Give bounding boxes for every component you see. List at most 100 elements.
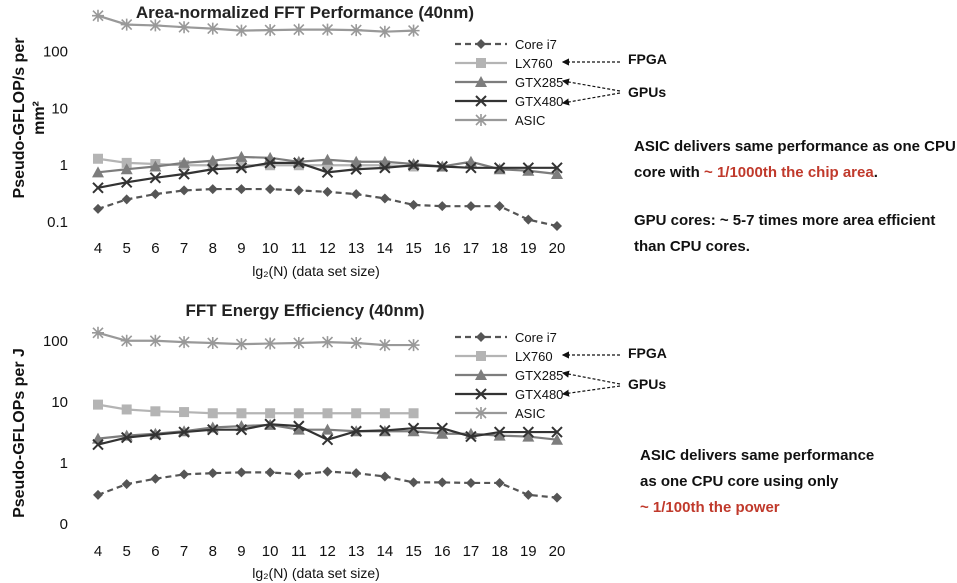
gpu-area-note-line1: GPU cores: ~ 5-7 times more area efficie… [634,212,935,229]
chart1-point-asic [321,23,334,36]
chart2-point-lx760 [150,406,161,417]
chart2-point-gtx285 [493,429,506,441]
chart1-point-gtx285 [178,156,191,168]
chart1-point-core-i7 [150,189,161,200]
chart2-x-tick-label: 5 [123,543,131,560]
gpus-arrow-top-2 [561,92,621,106]
chart2-point-asic [407,339,420,352]
chart1-point-gtx480 [551,162,563,174]
asic-power-note-highlight: ~ 1/100th the power [640,499,780,516]
gpus-arrow-bottom-2 [561,385,621,397]
chart2-x-tick-label: 7 [180,543,188,560]
chart1-point-asic [235,24,248,37]
chart1-point-lx760 [121,157,132,168]
chart2-legend-item-core-i7: Core i7 [455,330,557,345]
chart2-x-tick-label: 14 [377,543,394,560]
chart1-point-gtx480 [92,182,104,194]
chart2-point-gtx480 [293,420,305,432]
chart2-point-asic [350,336,363,349]
chart2-series-core-i7 [93,466,562,503]
chart2-point-lx760 [236,408,247,419]
chart1-point-asic [92,9,104,22]
chart2-point-gtx480 [465,430,477,443]
chart1-x-tick-label: 18 [491,240,508,257]
chart1-x-tick-label: 4 [94,240,102,257]
chart1-y-label-line2: mm² [31,101,48,135]
chart2-point-core-i7 [408,477,419,488]
chart2-point-gtx480 [207,423,219,436]
chart1-point-asic [264,24,277,37]
chart1-point-asic [120,18,133,31]
chart1-legend-label-gtx480: GTX480 [515,94,563,109]
chart2-legend-item-asic: ASIC [455,406,545,421]
chart1-point-gtx480 [149,172,162,184]
chart2-line-lx760 [97,403,414,415]
chart2-point-asic [235,338,248,351]
chart1-point-gtx480 [264,157,276,169]
chart2-series-lx760 [93,399,419,419]
chart2-point-gtx480 [551,426,563,438]
chart2-point-gtx285 [522,430,535,442]
chart1-x-tick-label: 10 [262,240,279,257]
chart1-point-gtx480 [379,162,391,174]
chart2-point-gtx480 [178,426,190,438]
chart2-point-gtx480 [379,424,391,437]
chart1-x-tick-label: 12 [319,240,336,257]
chart2-point-asic [149,334,162,347]
chart2-y-label: Pseudo-GFLOPs per J [11,348,28,518]
chart2-point-asic [264,337,277,350]
chart2-point-gtx285 [292,423,305,435]
chart2-point-core-i7 [379,471,390,482]
chart2-x-tick-label: 4 [94,543,102,560]
chart2-point-gtx285 [321,423,334,435]
chart2-point-gtx480 [522,426,535,438]
chart1-legend-label-core-i7: Core i7 [515,37,557,52]
chart1-legend-item-lx760: LX760 [455,56,553,71]
chart2-legend-marker-gtx480 [475,388,487,400]
chart2-point-gtx480 [92,438,104,451]
chart2-y-tick-label: 100 [43,333,68,350]
chart1-point-gtx480 [493,162,506,174]
chart2-point-lx760 [408,408,419,419]
chart1-point-core-i7 [179,185,190,196]
chart2-legend-label-core-i7: Core i7 [515,330,557,345]
chart2-point-core-i7 [265,467,276,478]
chart2-line-asic [97,331,414,347]
chart2-point-gtx480 [407,422,420,434]
asic-area-note-line1: ASIC delivers same performance as one CP… [634,138,956,155]
fpga-label-top: FPGA [628,51,667,67]
chart1-point-asic [149,19,162,32]
chart2-point-core-i7 [236,467,247,478]
chart2-point-asic [292,336,305,349]
chart2-point-core-i7 [150,473,161,484]
chart2-series [92,326,563,503]
chart1-y-tick-label: 0.1 [47,214,68,231]
chart2-x-tick-label: 8 [209,543,217,560]
chart1-legend-label-gtx285: GTX285 [515,75,563,90]
chart2-legend-label-lx760: LX760 [515,349,553,364]
chart2-point-core-i7 [437,477,448,488]
chart1-x-tick-label: 9 [237,240,245,257]
chart-energy-efficiency: FFT Energy Efficiency (40nm) Pseudo-GFLO… [11,301,565,581]
chart1-y-tick-label: 100 [43,44,68,61]
chart1-y-tick-label: 10 [51,100,68,117]
chart2-x-tick-label: 13 [348,543,365,560]
chart1-series [92,9,563,232]
chart1-point-asic [378,25,391,38]
chart2-point-gtx480 [120,431,133,444]
chart2-point-lx760 [207,408,218,419]
chart2-legend-marker-core-i7 [476,332,486,342]
chart1-point-gtx480 [321,166,334,179]
asic-area-note-highlight: ~ 1/1000th the chip area [704,164,874,181]
chart1-point-asic [206,22,219,35]
chart1-point-lx760 [265,160,276,171]
chart2-x-tick-label: 11 [291,543,307,560]
chart2-point-lx760 [293,408,304,419]
chart1-point-asic [178,21,191,34]
chart2-point-core-i7 [523,489,534,500]
chart1-title: Area-normalized FFT Performance (40nm) [136,3,474,22]
chart2-point-core-i7 [93,489,103,500]
chart1-tick-labels: 0.1 1 10 100 4 5 6 7 8 9 10 11 12 13 14 15 16 17 18 19 20 [43,44,565,257]
chart1-series-gtx480 [92,157,563,194]
chart2-legend: Core i7 LX760 GTX285 GTX480 ASIC [455,330,563,421]
